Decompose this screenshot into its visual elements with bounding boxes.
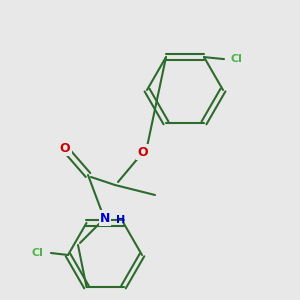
Text: O: O xyxy=(138,146,148,158)
Text: Cl: Cl xyxy=(31,248,43,258)
Text: Cl: Cl xyxy=(230,54,242,64)
Text: O: O xyxy=(60,142,70,154)
Text: N: N xyxy=(100,212,110,224)
Text: H: H xyxy=(116,215,126,225)
